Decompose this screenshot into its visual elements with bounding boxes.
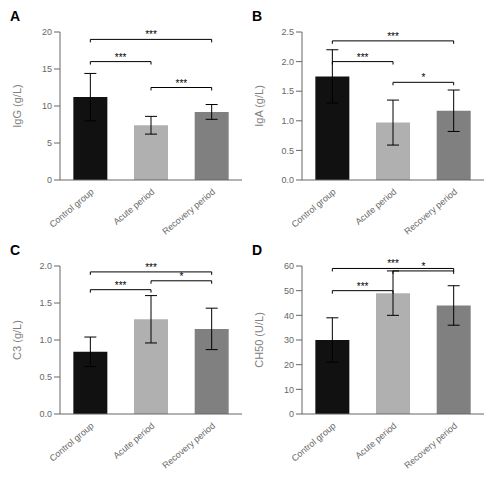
svg-text:***: *** — [357, 52, 369, 63]
svg-text:Recovery period: Recovery period — [160, 421, 217, 471]
svg-text:0.0: 0.0 — [39, 409, 52, 419]
svg-text:10: 10 — [42, 101, 52, 111]
svg-text:*: * — [421, 261, 425, 272]
svg-text:40: 40 — [284, 311, 294, 321]
html-text:C: C — [10, 242, 21, 258]
svg-text:1.0: 1.0 — [281, 116, 294, 126]
svg-text:IgG (g/L): IgG (g/L) — [11, 84, 23, 127]
svg-text:***: *** — [115, 52, 127, 63]
svg-text:0.0: 0.0 — [281, 175, 294, 185]
svg-text:1.5: 1.5 — [39, 298, 52, 308]
svg-text:Control group: Control group — [290, 421, 338, 464]
svg-text:Acute period: Acute period — [353, 187, 398, 227]
svg-text:Acute period: Acute period — [111, 421, 156, 461]
svg-text:***: *** — [145, 262, 157, 273]
svg-text:5: 5 — [47, 138, 52, 148]
svg-text:Recovery period: Recovery period — [160, 187, 217, 237]
svg-text:30: 30 — [284, 335, 294, 345]
svg-text:Recovery period: Recovery period — [402, 187, 459, 237]
svg-text:*: * — [179, 271, 183, 282]
svg-text:10: 10 — [284, 385, 294, 395]
svg-text:20: 20 — [42, 27, 52, 37]
svg-text:0.5: 0.5 — [281, 146, 294, 156]
svg-text:2.0: 2.0 — [39, 261, 52, 271]
svg-text:C3 (g/L): C3 (g/L) — [11, 320, 23, 360]
svg-text:2.5: 2.5 — [281, 27, 294, 37]
svg-text:0: 0 — [47, 175, 52, 185]
svg-text:60: 60 — [284, 261, 294, 271]
svg-text:20: 20 — [284, 360, 294, 370]
svg-text:***: *** — [175, 78, 187, 89]
html-text:B: B — [252, 8, 263, 24]
svg-text:IgA (g/L): IgA (g/L) — [253, 85, 265, 127]
svg-text:15: 15 — [42, 64, 52, 74]
svg-text:Recovery period: Recovery period — [402, 421, 459, 471]
html-text:A: A — [10, 8, 21, 24]
svg-text:Acute period: Acute period — [353, 421, 398, 461]
svg-text:Control group: Control group — [48, 421, 96, 464]
svg-text:50: 50 — [284, 286, 294, 296]
svg-text:***: *** — [145, 29, 157, 40]
svg-text:1.5: 1.5 — [281, 86, 294, 96]
svg-text:0.5: 0.5 — [39, 372, 52, 382]
html-text:D: D — [252, 242, 263, 258]
svg-text:*: * — [421, 72, 425, 83]
svg-text:Control group: Control group — [290, 187, 338, 230]
svg-text:Control group: Control group — [48, 187, 96, 230]
svg-text:CH50 (U/L): CH50 (U/L) — [253, 312, 265, 368]
svg-text:***: *** — [115, 280, 127, 291]
svg-text:***: *** — [387, 258, 399, 269]
svg-text:2.0: 2.0 — [281, 57, 294, 67]
svg-text:***: *** — [357, 281, 369, 292]
svg-text:***: *** — [387, 31, 399, 42]
svg-text:1.0: 1.0 — [39, 335, 52, 345]
svg-text:0: 0 — [289, 409, 294, 419]
svg-text:Acute period: Acute period — [111, 187, 156, 227]
